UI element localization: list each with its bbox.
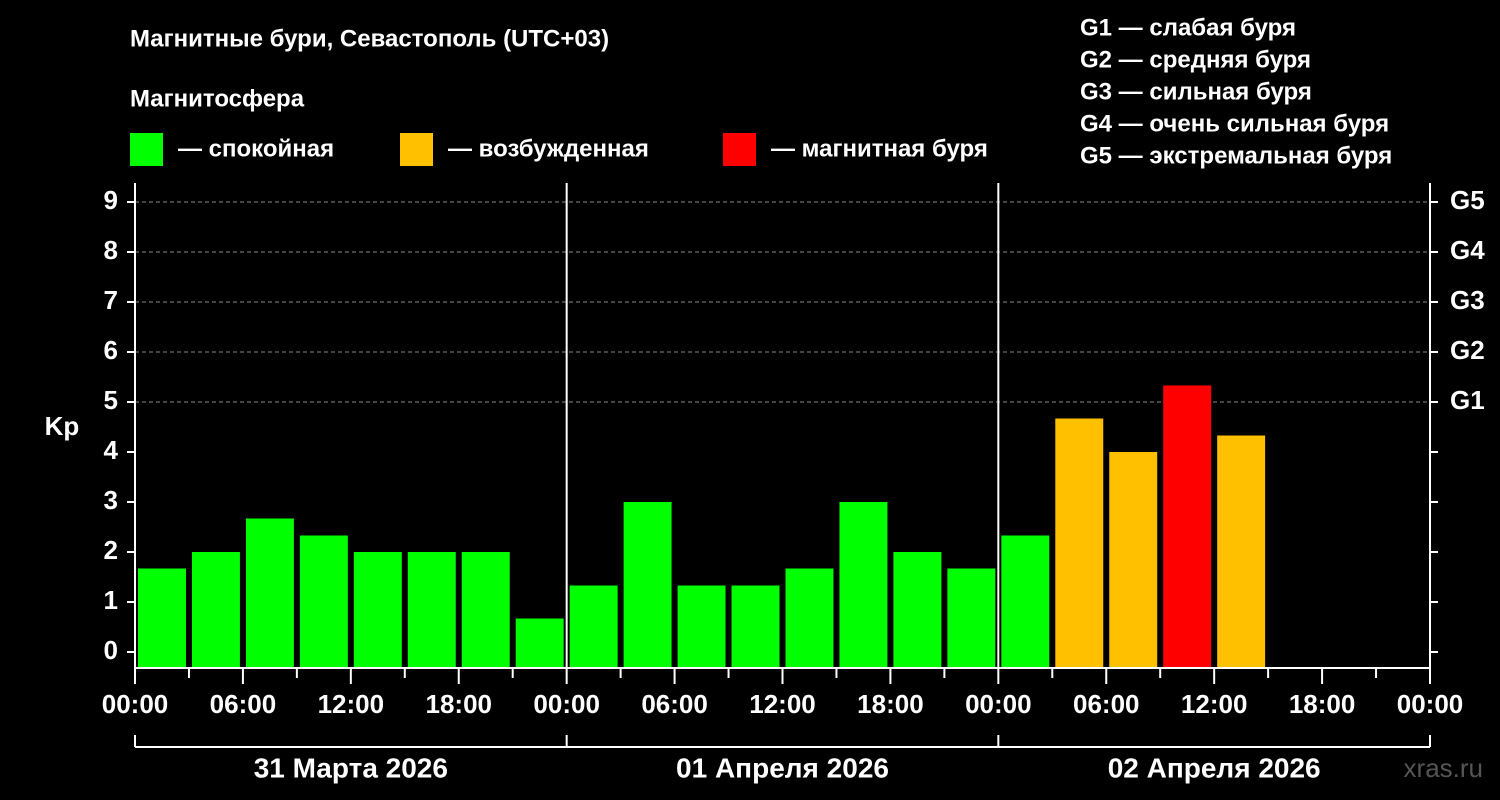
storm-note: G4 — очень сильная буря [1080,110,1389,137]
x-tick-label: 00:00 [1397,689,1464,719]
x-tick-label: 00:00 [533,689,600,719]
bar [353,552,402,668]
bar [677,585,726,668]
bar [1217,435,1266,668]
x-tick-label: 06:00 [641,689,708,719]
x-tick-label: 00:00 [965,689,1032,719]
y2-tick-label: G1 [1450,385,1485,415]
y-tick-label: 0 [104,635,118,665]
x-tick-label: 18:00 [426,689,493,719]
bar [731,585,780,668]
x-tick-label: 06:00 [1073,689,1140,719]
bar [138,568,186,668]
y-tick-label: 1 [104,585,118,615]
day-label: 31 Марта 2026 [254,752,448,783]
y-tick-label: 9 [104,185,118,215]
y2-tick-label: G3 [1450,285,1485,315]
bar [1001,535,1050,668]
storm-note: G1 — слабая буря [1080,14,1296,41]
bar [407,552,456,668]
bar [299,535,348,668]
bar [785,568,834,668]
x-tick-label: 00:00 [102,689,169,719]
y-tick-label: 6 [104,335,118,365]
y-tick-label: 3 [104,485,118,515]
storm-note: G3 — сильная буря [1080,78,1312,105]
storm-note: G5 — экстремальная буря [1080,142,1392,169]
storm-note: G2 — средняя буря [1080,46,1311,73]
x-tick-label: 06:00 [210,689,277,719]
bar [569,585,618,668]
bar [893,552,942,668]
legend-label: — спокойная [178,135,334,162]
y-tick-label: 2 [104,535,118,565]
legend-title: Магнитосфера [130,85,305,112]
day-label: 01 Апреля 2026 [676,752,889,783]
bar [245,518,294,668]
bar [515,618,564,668]
y-axis-label: Kp [45,411,80,441]
bar [1163,385,1212,668]
x-tick-label: 12:00 [318,689,385,719]
watermark: xras.ru [1404,753,1483,783]
y-tick-label: 4 [104,435,119,465]
day-label: 02 Апреля 2026 [1108,752,1321,783]
bar [947,568,996,668]
y-tick-label: 8 [104,235,118,265]
y2-tick-label: G2 [1450,335,1485,365]
legend-label: — возбужденная [448,135,649,162]
legend-swatch [400,133,433,166]
x-tick-label: 18:00 [1289,689,1356,719]
bar [1055,418,1104,668]
x-tick-label: 12:00 [1181,689,1248,719]
chart-title: Магнитные бури, Севастополь (UTC+03) [130,25,609,52]
bar [623,502,672,668]
bar [839,502,888,668]
legend-swatch [130,133,163,166]
bar [191,552,240,668]
y-tick-label: 7 [104,285,118,315]
legend-swatch [723,133,756,166]
x-tick-label: 18:00 [857,689,924,719]
bar [1109,452,1158,668]
x-tick-label: 12:00 [749,689,816,719]
y2-tick-label: G5 [1450,185,1485,215]
bar [461,552,510,668]
y-tick-label: 5 [104,385,118,415]
y2-tick-label: G4 [1450,235,1485,265]
legend-label: — магнитная буря [771,135,988,162]
